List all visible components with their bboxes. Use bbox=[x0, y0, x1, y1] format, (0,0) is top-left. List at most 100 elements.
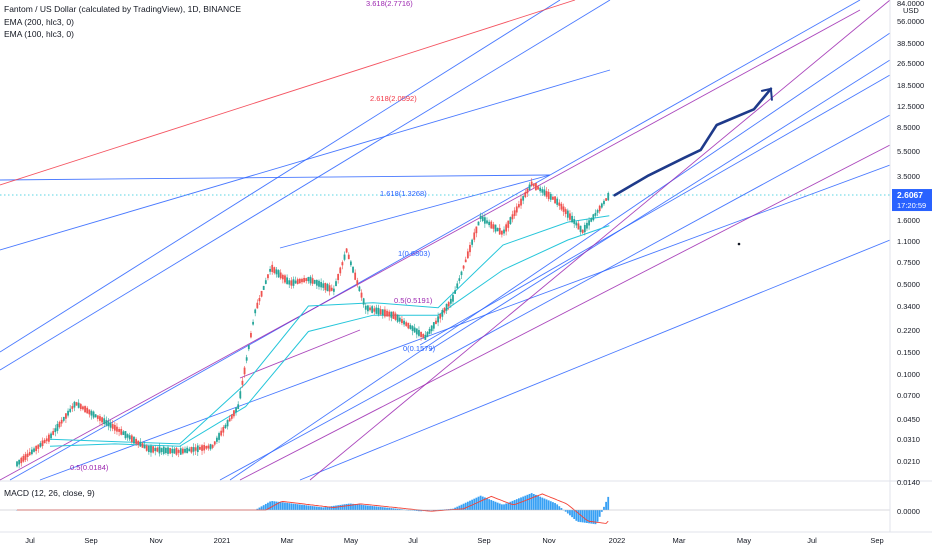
candle-body bbox=[177, 450, 180, 453]
candle bbox=[260, 290, 263, 298]
candle-body bbox=[522, 196, 525, 201]
macd-hist-bar bbox=[373, 506, 376, 510]
candle bbox=[498, 224, 501, 236]
macd-hist-bar bbox=[443, 509, 446, 510]
candle-body bbox=[364, 305, 367, 310]
candle bbox=[469, 242, 471, 257]
candle-body bbox=[539, 187, 542, 192]
candle bbox=[271, 261, 274, 275]
countdown: 17:20:59 bbox=[897, 201, 926, 210]
candle-body bbox=[305, 278, 308, 282]
trendline-2 bbox=[0, 69, 611, 251]
candle-body bbox=[424, 334, 427, 340]
candle bbox=[384, 306, 386, 319]
macd-hist-bar bbox=[481, 496, 484, 510]
candle-body bbox=[577, 223, 580, 230]
macd-hist-bar bbox=[292, 503, 295, 510]
trendline-11 bbox=[0, 9, 861, 481]
candle-body bbox=[145, 445, 148, 451]
candle-body bbox=[254, 309, 257, 314]
candle bbox=[541, 186, 544, 196]
candle-body bbox=[164, 447, 167, 454]
candle-body bbox=[88, 409, 91, 415]
candle-body bbox=[607, 193, 610, 201]
macd-hist-bar bbox=[330, 506, 333, 510]
macd-hist-bar bbox=[288, 503, 291, 510]
candle bbox=[522, 194, 525, 205]
candle-body bbox=[239, 391, 242, 399]
candle-body bbox=[535, 183, 537, 191]
candle-body bbox=[411, 326, 414, 331]
candle bbox=[483, 213, 486, 228]
candle-body bbox=[273, 267, 276, 274]
macd-hist-bar bbox=[596, 510, 599, 522]
macd-hist-bar bbox=[275, 501, 278, 510]
macd-hist-bar bbox=[305, 505, 308, 510]
candle bbox=[466, 248, 469, 260]
macd-label[interactable]: MACD (12, 26, close, 9) bbox=[4, 488, 95, 498]
candle-body bbox=[552, 196, 554, 200]
candle bbox=[441, 308, 444, 321]
candle bbox=[539, 185, 542, 194]
candle bbox=[507, 220, 510, 232]
candle-body bbox=[54, 428, 57, 433]
candle-body bbox=[481, 216, 484, 222]
trendline-13 bbox=[309, 0, 891, 481]
price-tick: 12.5000 bbox=[897, 102, 924, 111]
candle-body bbox=[82, 406, 84, 410]
candle-body bbox=[441, 310, 444, 317]
candle bbox=[603, 199, 605, 206]
candle-body bbox=[603, 200, 605, 205]
ema-200-line bbox=[49, 225, 610, 447]
candle-body bbox=[52, 431, 55, 435]
candle-body bbox=[154, 447, 157, 452]
candle bbox=[39, 441, 42, 448]
candle-body bbox=[375, 307, 378, 314]
candle bbox=[298, 277, 301, 284]
candle-body bbox=[326, 283, 329, 292]
indicator-ema-100[interactable]: EMA (100, hlc3, 0) bbox=[4, 29, 74, 39]
candle-body bbox=[207, 445, 210, 449]
candle bbox=[43, 438, 46, 444]
macd-hist-bar bbox=[320, 507, 323, 510]
macd-hist-bar bbox=[496, 502, 499, 510]
candle-body bbox=[528, 184, 531, 191]
trendline-5 bbox=[39, 164, 891, 481]
candle-body bbox=[213, 441, 216, 445]
trendline-10 bbox=[0, 174, 551, 181]
candles-layer bbox=[16, 178, 610, 469]
candle bbox=[181, 446, 184, 455]
candle-body bbox=[394, 313, 397, 320]
candle bbox=[449, 296, 452, 308]
candle bbox=[515, 203, 518, 216]
candle bbox=[403, 317, 405, 327]
candle-body bbox=[71, 406, 74, 409]
candle-body bbox=[503, 229, 505, 234]
trendline-7 bbox=[299, 239, 891, 481]
candle bbox=[496, 227, 499, 232]
indicator-ema-200[interactable]: EMA (200, hlc3, 0) bbox=[4, 17, 74, 27]
macd-hist-bar bbox=[477, 496, 480, 510]
macd-hist-bar bbox=[590, 510, 593, 524]
candle-body bbox=[479, 215, 482, 220]
candle bbox=[267, 273, 269, 281]
candle-body bbox=[175, 447, 178, 455]
candle-body bbox=[218, 433, 220, 440]
candle bbox=[409, 323, 412, 330]
candle bbox=[175, 446, 178, 456]
candle-body bbox=[209, 444, 212, 450]
candle-body bbox=[92, 411, 95, 418]
candle-body bbox=[267, 274, 269, 279]
candle bbox=[401, 316, 403, 326]
macd-hist-bar bbox=[345, 503, 348, 510]
candle-body bbox=[109, 422, 112, 428]
candle bbox=[458, 275, 461, 284]
macd-hist-bar bbox=[379, 506, 382, 510]
candle bbox=[520, 194, 522, 209]
candle bbox=[579, 225, 582, 235]
price-tick: 0.3400 bbox=[897, 302, 920, 311]
candle-body bbox=[133, 436, 135, 444]
candle bbox=[407, 322, 410, 330]
candle-body bbox=[277, 270, 280, 278]
